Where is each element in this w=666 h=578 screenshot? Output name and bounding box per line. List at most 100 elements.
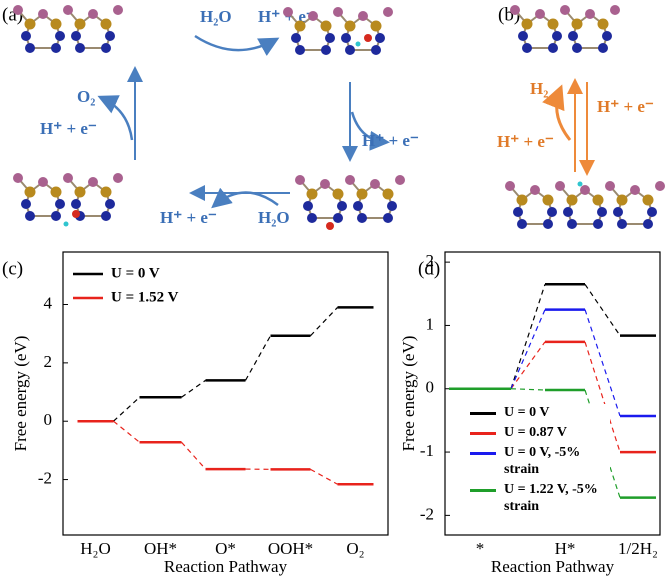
legend-entry: U = 0 V: [470, 404, 610, 421]
atom: [13, 173, 23, 183]
x-tick-label: OH*: [144, 539, 177, 558]
atom: [320, 20, 332, 32]
atom: [643, 219, 653, 229]
atom: [598, 43, 608, 53]
atom: [563, 207, 573, 217]
x-tick-label: H*: [555, 539, 576, 558]
plot-frame: [62, 251, 389, 536]
atom: [610, 5, 620, 15]
connector: [510, 341, 546, 390]
atom: [51, 211, 61, 221]
atom: [555, 181, 565, 191]
atom: [580, 185, 590, 195]
atom: [585, 9, 595, 19]
atom: [522, 43, 532, 53]
atom: [295, 45, 305, 55]
atom: [547, 207, 557, 217]
connector: [584, 341, 621, 453]
legend-label: U = 1.22 V, -5% strain: [504, 482, 598, 514]
atom: [321, 45, 331, 55]
reaction-label: H⁺ + e⁻: [597, 97, 654, 116]
atom: [567, 219, 577, 229]
legend-swatch: [470, 412, 496, 415]
atom: [344, 20, 356, 32]
legend-entry: U = 0.87 V: [470, 424, 610, 441]
atom: [602, 31, 612, 41]
atom: [517, 219, 527, 229]
atom: [291, 33, 301, 43]
arrow: [350, 111, 390, 151]
y-tick-label: 2: [426, 251, 435, 270]
atom: [518, 31, 528, 41]
atom: [333, 213, 343, 223]
atom: [113, 5, 123, 15]
atom: [383, 213, 393, 223]
atom: [592, 194, 604, 206]
atom: [25, 211, 35, 221]
atom: [560, 5, 570, 15]
atom: [308, 11, 318, 21]
x-axis-label: Reaction Pathway: [164, 557, 288, 576]
x-tick-label: *: [476, 539, 485, 558]
atom: [341, 33, 351, 43]
atom: [24, 186, 36, 198]
atom: [505, 181, 515, 191]
atom: [325, 33, 335, 43]
y-tick-label: -2: [38, 468, 52, 487]
atom: [306, 188, 318, 200]
connector: [181, 441, 206, 470]
atom: [530, 185, 540, 195]
atom: [655, 181, 665, 191]
atom: [332, 188, 344, 200]
atom: [21, 199, 31, 209]
atom: [55, 31, 65, 41]
atom: [642, 194, 654, 206]
arrow: [542, 84, 572, 141]
atom: [577, 181, 583, 187]
atom: [101, 43, 111, 53]
x-tick-label: H₂O: [80, 539, 110, 558]
atom: [50, 186, 62, 198]
reaction-label: H⁺ + e⁻: [497, 132, 554, 151]
connector: [310, 468, 338, 485]
atom: [38, 9, 48, 19]
atom: [55, 199, 65, 209]
connector: [584, 309, 621, 417]
atom: [337, 201, 347, 211]
panel-label: (c): [2, 258, 23, 279]
atom: [597, 18, 609, 30]
atom: [326, 222, 334, 230]
reaction-label: H⁺ + e⁻: [160, 208, 217, 227]
atom: [521, 18, 533, 30]
atom: [74, 18, 86, 30]
reaction-label: H₂O: [258, 208, 290, 227]
atom: [101, 211, 111, 221]
atom: [568, 31, 578, 41]
atom: [105, 31, 115, 41]
atom: [294, 20, 306, 32]
connector: [244, 335, 272, 381]
connector: [310, 307, 338, 337]
atom: [21, 31, 31, 41]
atom: [593, 219, 603, 229]
y-tick-label: 1: [426, 314, 435, 333]
legend: U = 0 V U = 0.87 V U = 0 V, -5% strain U = …: [470, 404, 610, 518]
atom: [100, 186, 112, 198]
atom: [345, 45, 355, 55]
reaction-label: H₂: [530, 79, 548, 98]
y-tick-label: 0: [44, 410, 53, 429]
atom: [597, 207, 607, 217]
arrow: [97, 95, 134, 141]
legend-label: U = 0 V: [504, 405, 550, 420]
x-tick-label: 1/2H₂: [618, 539, 658, 558]
atom: [63, 5, 73, 15]
atom: [320, 179, 330, 189]
atom: [88, 9, 98, 19]
atom: [364, 34, 372, 42]
legend-swatch: [470, 452, 496, 455]
plot-frame: [444, 251, 661, 536]
y-axis-label: Free energy (eV): [399, 336, 418, 452]
atom: [383, 7, 393, 17]
atom: [358, 11, 368, 21]
x-tick-label: OOH*: [268, 539, 313, 558]
